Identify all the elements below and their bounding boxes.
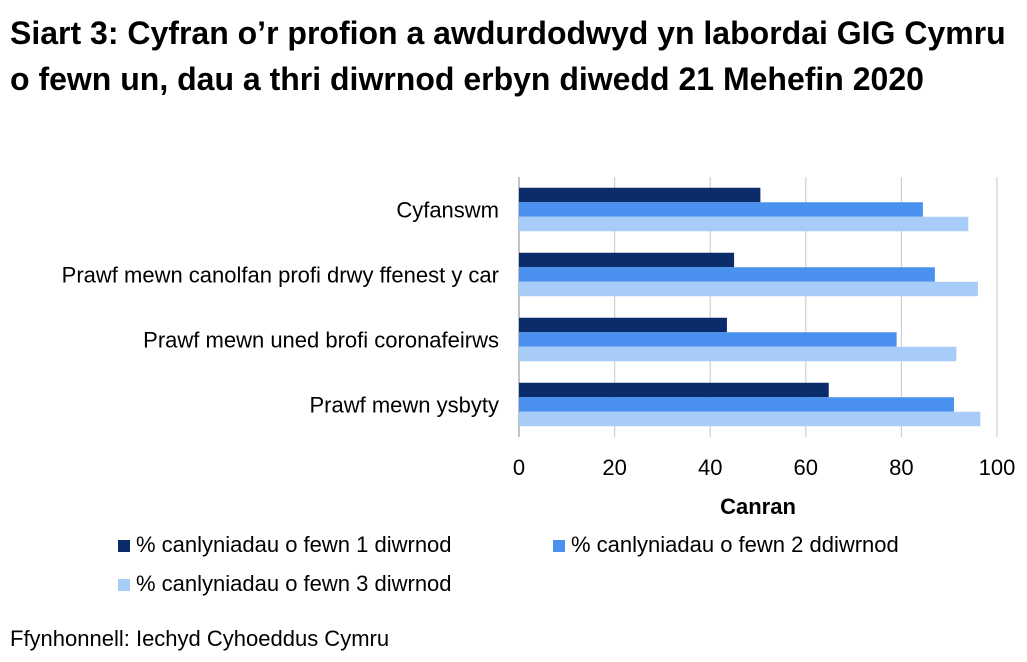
x-tick-label-80: 80 xyxy=(889,455,913,480)
category-label-2: Prawf mewn canolfan profi drwy ffenest y… xyxy=(62,263,499,288)
legend-label-1: % canlyniadau o fewn 1 diwrnod xyxy=(136,532,452,557)
legend-label-2: % canlyniadau o fewn 2 ddiwrnod xyxy=(571,532,899,557)
source-note: Ffynhonnell: Iechyd Cyhoeddus Cymru xyxy=(10,626,390,651)
x-tick-label-40: 40 xyxy=(698,455,722,480)
bar-4-series-2 xyxy=(519,397,954,412)
legend-swatch-2 xyxy=(553,540,565,552)
bar-3-series-2 xyxy=(519,332,897,347)
legend-swatch-1 xyxy=(118,540,130,552)
x-tick-label-60: 60 xyxy=(794,455,818,480)
x-tick-label-20: 20 xyxy=(602,455,626,480)
x-tick-label-100: 100 xyxy=(979,455,1016,480)
category-label-1: Cyfanswm xyxy=(396,198,499,223)
legend-label-3: % canlyniadau o fewn 3 diwrnod xyxy=(136,571,452,596)
bar-4-series-3 xyxy=(519,411,981,427)
bar-3-series-3 xyxy=(519,346,957,362)
bar-2-series-3 xyxy=(519,281,978,297)
legend-swatch-3 xyxy=(118,579,130,591)
category-label-4: Prawf mewn ysbyty xyxy=(310,393,500,418)
bar-1-series-3 xyxy=(519,216,969,232)
bar-2-series-2 xyxy=(519,267,935,282)
bar-3-series-1 xyxy=(519,317,727,333)
x-axis-title: Canran xyxy=(720,494,796,519)
bar-1-series-2 xyxy=(519,202,923,217)
bar-4-series-1 xyxy=(519,382,829,398)
bar-1-series-1 xyxy=(519,187,761,203)
bar-2-series-1 xyxy=(519,252,735,268)
x-tick-label-0: 0 xyxy=(513,455,525,480)
chart-title: Siart 3: Cyfran o’r profion a awdurdodwy… xyxy=(10,15,1006,97)
category-label-3: Prawf mewn uned brofi coronafeirws xyxy=(143,328,499,353)
